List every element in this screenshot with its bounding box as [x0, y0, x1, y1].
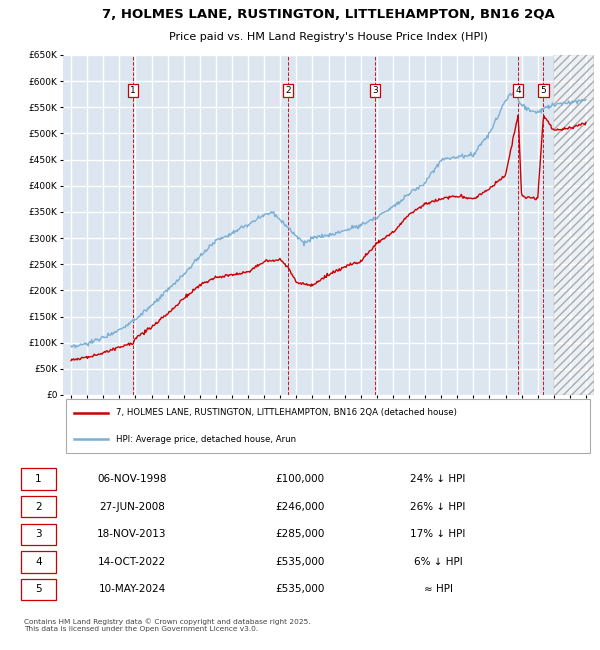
Text: 3: 3 — [372, 86, 378, 95]
Bar — [554, 55, 594, 395]
Text: 7, HOLMES LANE, RUSTINGTON, LITTLEHAMPTON, BN16 2QA (detached house): 7, HOLMES LANE, RUSTINGTON, LITTLEHAMPTO… — [116, 408, 457, 417]
FancyBboxPatch shape — [21, 551, 56, 573]
Text: 2: 2 — [35, 502, 42, 512]
Text: 14-OCT-2022: 14-OCT-2022 — [98, 557, 166, 567]
Text: ≈ HPI: ≈ HPI — [424, 584, 452, 594]
Text: 1: 1 — [35, 474, 42, 484]
Text: £285,000: £285,000 — [275, 529, 325, 539]
FancyBboxPatch shape — [21, 523, 56, 545]
Text: £100,000: £100,000 — [275, 474, 325, 484]
FancyBboxPatch shape — [21, 578, 56, 600]
Bar — [554, 55, 594, 395]
Text: £535,000: £535,000 — [275, 557, 325, 567]
Text: 5: 5 — [35, 584, 42, 594]
Text: 1: 1 — [130, 86, 136, 95]
Text: 4: 4 — [515, 86, 521, 95]
Text: 26% ↓ HPI: 26% ↓ HPI — [410, 502, 466, 512]
Text: 5: 5 — [541, 86, 547, 95]
FancyBboxPatch shape — [21, 496, 56, 517]
Text: Contains HM Land Registry data © Crown copyright and database right 2025.
This d: Contains HM Land Registry data © Crown c… — [24, 618, 311, 632]
Text: 7, HOLMES LANE, RUSTINGTON, LITTLEHAMPTON, BN16 2QA: 7, HOLMES LANE, RUSTINGTON, LITTLEHAMPTO… — [102, 8, 555, 21]
Text: 27-JUN-2008: 27-JUN-2008 — [99, 502, 165, 512]
Text: 2: 2 — [285, 86, 291, 95]
Text: 06-NOV-1998: 06-NOV-1998 — [97, 474, 167, 484]
Text: 18-NOV-2013: 18-NOV-2013 — [97, 529, 167, 539]
FancyBboxPatch shape — [65, 399, 590, 452]
Text: £246,000: £246,000 — [275, 502, 325, 512]
Text: 24% ↓ HPI: 24% ↓ HPI — [410, 474, 466, 484]
Text: 17% ↓ HPI: 17% ↓ HPI — [410, 529, 466, 539]
Text: 4: 4 — [35, 557, 42, 567]
Text: HPI: Average price, detached house, Arun: HPI: Average price, detached house, Arun — [116, 435, 296, 444]
Text: Price paid vs. HM Land Registry's House Price Index (HPI): Price paid vs. HM Land Registry's House … — [169, 32, 488, 42]
FancyBboxPatch shape — [21, 469, 56, 490]
Text: 10-MAY-2024: 10-MAY-2024 — [98, 584, 166, 594]
Text: 3: 3 — [35, 529, 42, 539]
Text: 6% ↓ HPI: 6% ↓ HPI — [413, 557, 463, 567]
Text: £535,000: £535,000 — [275, 584, 325, 594]
